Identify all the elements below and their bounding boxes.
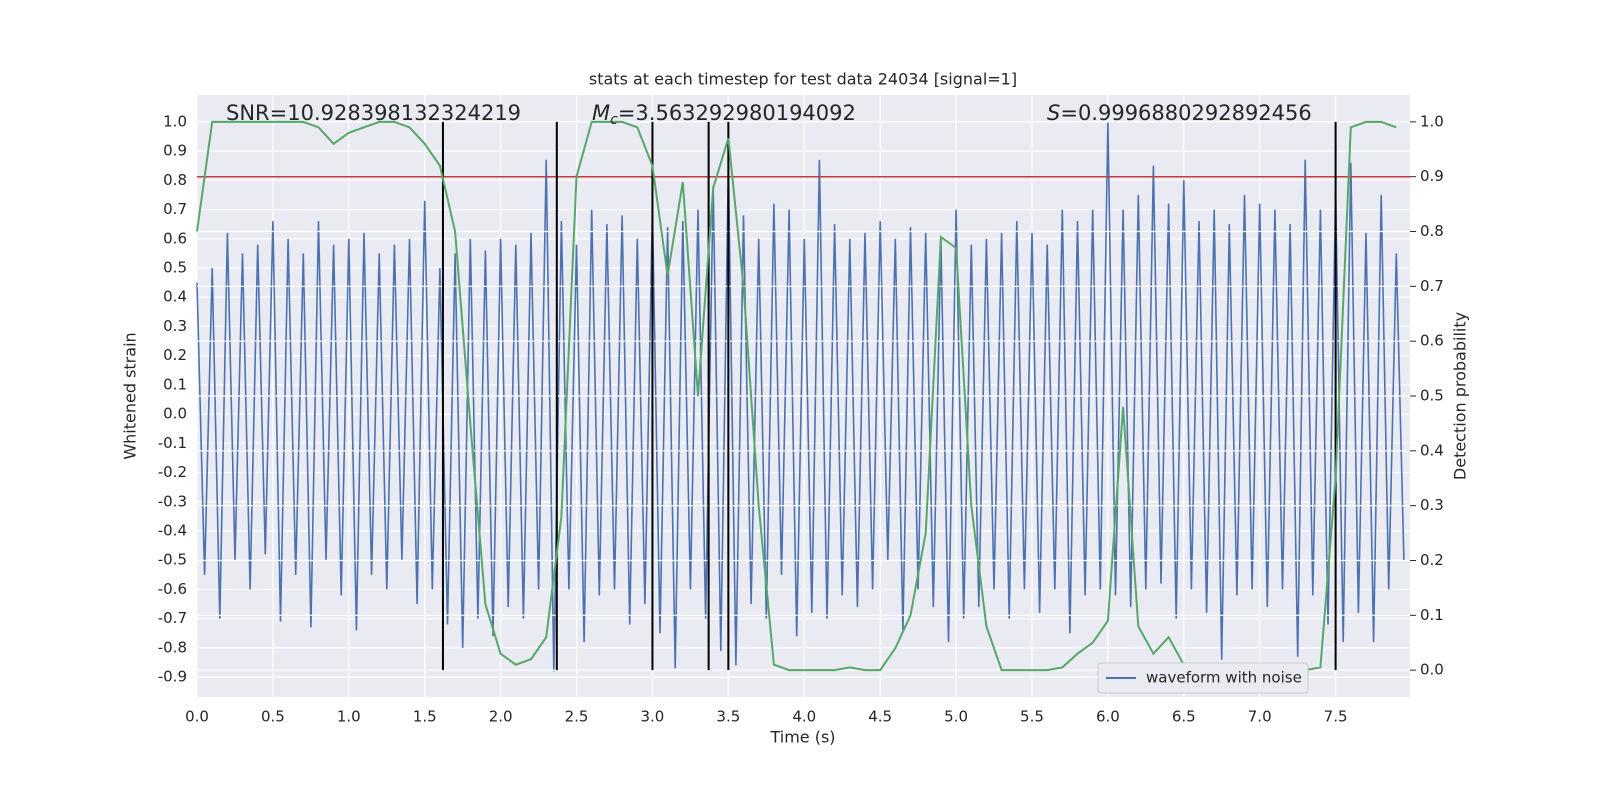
y-tick-label: -0.5: [158, 551, 187, 569]
annotation: SNR=10.928398132324219: [226, 101, 521, 125]
y-tick-label: -0.2: [158, 463, 187, 481]
y2-axis-label: Detection probability: [1451, 312, 1470, 480]
annotation-text: =3.563292980194092: [618, 101, 856, 125]
annotation-text: =0.9996880292892456: [1060, 101, 1311, 125]
legend-label: waveform with noise: [1146, 669, 1302, 687]
x-tick-label: 6.0: [1096, 708, 1120, 726]
y2-tick-label: 0.5: [1420, 387, 1444, 405]
x-tick-label: 1.5: [413, 708, 437, 726]
x-tick-label: 1.0: [337, 708, 361, 726]
y-tick-label: -0.9: [158, 668, 187, 686]
y-tick-label: -0.7: [158, 609, 187, 627]
x-tick-label: 5.5: [1020, 708, 1044, 726]
y-tick-label: 0.1: [163, 375, 187, 393]
y-tick-label: 0.7: [163, 200, 187, 218]
y-tick-label: -0.1: [158, 434, 187, 452]
x-tick-label: 0.5: [261, 708, 285, 726]
y-tick-label: 0.5: [163, 259, 187, 277]
annotation-symbol: S: [1047, 101, 1060, 125]
x-tick-label: 7.5: [1324, 708, 1348, 726]
legend-box: [1097, 662, 1309, 694]
y-tick-label: 0.8: [163, 171, 187, 189]
x-tick-label: 0.0: [185, 708, 209, 726]
y2-tick-label: 0.7: [1420, 277, 1444, 295]
y2-tick-label: 1.0: [1420, 112, 1444, 130]
x-tick-label: 3.0: [641, 708, 665, 726]
y-tick-label: 0.3: [163, 317, 187, 335]
annotation: S=0.9996880292892456: [1047, 101, 1312, 125]
x-tick-label: 4.0: [792, 708, 816, 726]
y-tick-label: 1.0: [163, 112, 187, 130]
y-tick-label: 0.4: [163, 288, 187, 306]
y2-tick-label: 0.0: [1420, 661, 1444, 679]
x-tick-label: 6.5: [1172, 708, 1196, 726]
annotation-text: SNR=10.928398132324219: [226, 101, 521, 125]
chart-title: stats at each timestep for test data 240…: [589, 70, 1017, 89]
y2-tick-label: 0.6: [1420, 332, 1444, 350]
y2-tick-label: 0.4: [1420, 441, 1444, 459]
y2-tick-label: 0.9: [1420, 167, 1444, 185]
y-tick-label: -0.8: [158, 638, 187, 656]
y-tick-label: -0.3: [158, 492, 187, 510]
y2-tick-label: 0.8: [1420, 222, 1444, 240]
y2-tick-label: 0.1: [1420, 606, 1444, 624]
y-axis-label: Whitened strain: [121, 332, 140, 459]
x-tick-label: 5.0: [944, 708, 968, 726]
x-tick-label: 2.5: [565, 708, 589, 726]
y-tick-label: 0.2: [163, 346, 187, 364]
x-tick-label: 4.5: [868, 708, 892, 726]
y-tick-label: 0.0: [163, 405, 187, 423]
x-axis-label: Time (s): [769, 728, 835, 747]
annotation-subscript: c: [610, 112, 618, 128]
y-tick-label: 0.6: [163, 229, 187, 247]
series-line: [196, 121, 1405, 672]
y-tick-label: -0.6: [158, 580, 187, 598]
x-tick-label: 3.5: [716, 708, 740, 726]
x-tick-label: 7.0: [1248, 708, 1272, 726]
annotation: Mc=3.563292980194092: [592, 101, 856, 128]
y2-tick-label: 0.2: [1420, 551, 1444, 569]
y2-tick-label: 0.3: [1420, 496, 1444, 514]
x-tick-label: 2.0: [489, 708, 513, 726]
y-tick-label: 0.9: [163, 142, 187, 160]
annotation-symbol: M: [592, 101, 610, 125]
y-tick-label: -0.4: [158, 522, 187, 540]
